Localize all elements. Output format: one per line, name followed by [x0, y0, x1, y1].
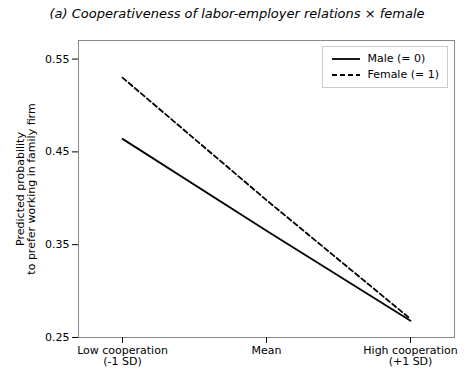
- svg-text:Mean: Mean: [252, 344, 282, 357]
- html-text:Female (= 1): Female (= 1): [367, 68, 439, 81]
- svg-text:High cooperation(+1 SD): High cooperation(+1 SD): [363, 344, 457, 368]
- html-text:Male (= 0): Male (= 0): [367, 52, 426, 65]
- svg-text:0.45: 0.45: [45, 145, 70, 158]
- svg-text:0.35: 0.35: [45, 238, 70, 251]
- svg-text:Predicted probabilityto prefer: Predicted probabilityto prefer working i…: [14, 103, 38, 274]
- svg-text:0.55: 0.55: [45, 53, 70, 66]
- svg-text:0.25: 0.25: [45, 331, 70, 344]
- svg-text:Low cooperation(-1 SD): Low cooperation(-1 SD): [77, 344, 168, 368]
- html-text:(a) Cooperativeness of labor-e: (a) Cooperativeness of labor-employer re…: [49, 6, 425, 21]
